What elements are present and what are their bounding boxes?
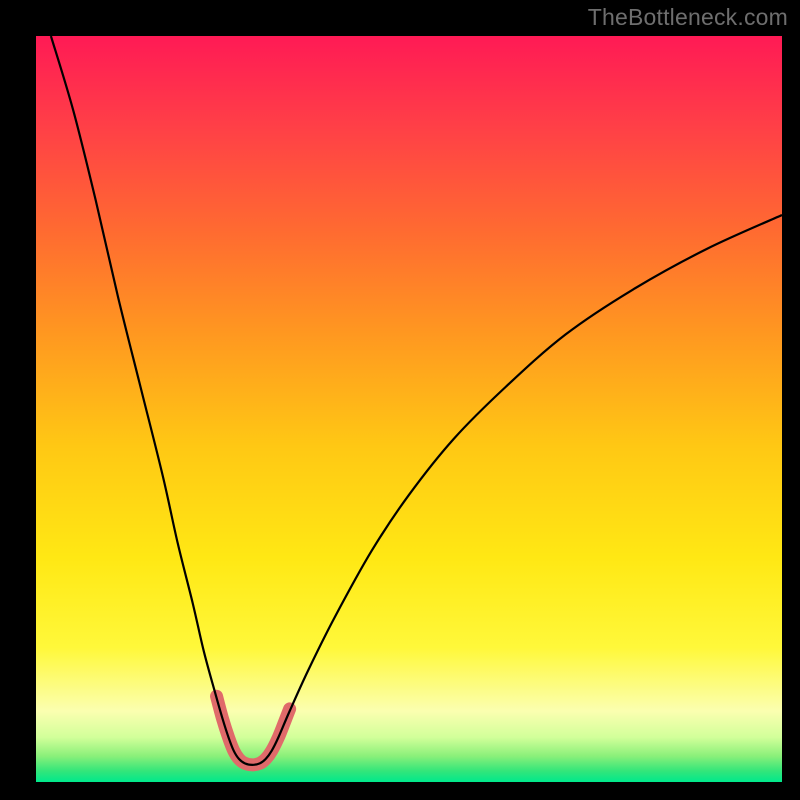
- background-gradient: [36, 36, 782, 782]
- plot-area: [36, 36, 782, 782]
- watermark-text: TheBottleneck.com: [588, 4, 788, 31]
- chart-root: TheBottleneck.com: [0, 0, 800, 800]
